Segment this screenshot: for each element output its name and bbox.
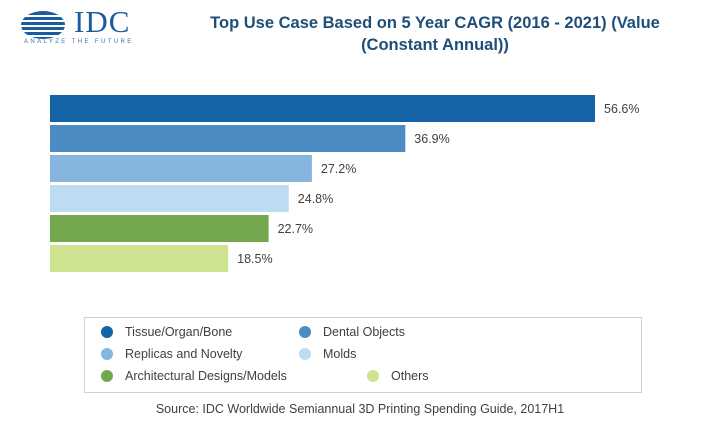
legend-swatch-0	[101, 326, 113, 338]
bar-4	[50, 215, 269, 242]
legend-label-0: Tissue/Organ/Bone	[125, 325, 233, 339]
bar-value-label-2: 27.2%	[321, 162, 356, 176]
bar-value-label-1: 36.9%	[414, 132, 449, 146]
legend-item-3: Molds	[299, 346, 356, 362]
globe-icon	[20, 11, 66, 39]
bar-2	[50, 155, 312, 182]
bar-value-label-5: 18.5%	[237, 252, 272, 266]
bar-value-label-0: 56.6%	[604, 102, 639, 116]
source-note: Source: IDC Worldwide Semiannual 3D Prin…	[155, 402, 565, 416]
bar-chart: 56.6% 36.9% 27.2% 24.8% 22.7% 18.5%	[50, 95, 639, 272]
legend-swatch-4	[101, 370, 113, 382]
bars-group	[50, 95, 595, 272]
legend-item-5: Others	[367, 368, 429, 384]
chart-title: Top Use Case Based on 5 Year CAGR (2016 …	[210, 14, 660, 54]
legend-item-1: Dental Objects	[299, 324, 405, 340]
bar-3	[50, 185, 289, 212]
bar-value-label-4: 22.7%	[278, 222, 313, 236]
legend-swatch-3	[299, 348, 311, 360]
legend-item-4: Architectural Designs/Models	[101, 368, 287, 384]
bar-0	[50, 95, 595, 122]
legend: Tissue/Organ/Bone Dental Objects Replicas …	[84, 317, 642, 393]
legend-swatch-1	[299, 326, 311, 338]
bar-5	[50, 245, 229, 272]
legend-label-3: Molds	[323, 347, 357, 361]
legend-label-2: Replicas and Novelty	[125, 347, 243, 361]
data-labels-group: 56.6% 36.9% 27.2% 24.8% 22.7% 18.5%	[237, 102, 639, 266]
legend-label-1: Dental Objects	[323, 325, 405, 339]
logo-wordmark: IDC	[74, 4, 131, 39]
legend-label-5: Others	[391, 369, 429, 383]
legend-swatch-5	[367, 370, 379, 382]
legend-item-2: Replicas and Novelty	[101, 346, 242, 362]
bar-1	[50, 125, 406, 152]
idc-logo: IDC ANALYZE THE FUTURE	[14, 4, 174, 48]
legend-label-4: Architectural Designs/Models	[125, 369, 287, 383]
bar-value-label-3: 24.8%	[298, 192, 333, 206]
logo-tagline: ANALYZE THE FUTURE	[24, 39, 134, 45]
legend-item-0: Tissue/Organ/Bone	[101, 324, 232, 340]
legend-swatch-2	[101, 348, 113, 360]
